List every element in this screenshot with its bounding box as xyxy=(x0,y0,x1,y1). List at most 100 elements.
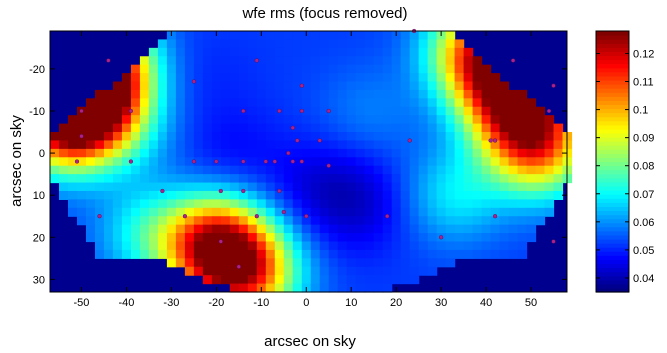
heatmap-cell xyxy=(76,140,87,150)
heatmap-cell xyxy=(301,165,312,175)
heatmap-cell xyxy=(418,182,429,192)
colorbar-tick-label: 0.09 xyxy=(633,133,654,145)
heatmap-cell xyxy=(166,98,177,108)
heatmap-cell xyxy=(328,39,339,49)
heatmap-cell xyxy=(175,207,186,217)
heatmap-cell xyxy=(463,241,474,251)
heatmap-cell xyxy=(346,258,357,268)
heatmap-cell xyxy=(472,123,483,133)
heatmap-cell xyxy=(472,81,483,91)
heatmap-cell xyxy=(139,73,150,83)
heatmap-cell xyxy=(139,148,150,158)
heatmap-cell xyxy=(256,47,267,57)
heatmap-cell xyxy=(445,199,456,209)
heatmap-cell xyxy=(400,233,411,243)
heatmap-cell xyxy=(535,207,546,217)
heatmap-cell xyxy=(319,140,330,150)
heatmap-cell xyxy=(202,157,213,167)
heatmap-cell xyxy=(184,115,195,125)
heatmap-cell xyxy=(382,148,393,158)
heatmap-cell xyxy=(184,81,195,91)
heatmap-cell xyxy=(274,182,285,192)
heatmap-cell xyxy=(508,165,519,175)
heatmap-cell xyxy=(427,132,438,142)
heatmap-cell xyxy=(391,123,402,133)
heatmap-cell xyxy=(436,199,447,209)
heatmap-cell xyxy=(229,241,240,251)
heatmap-cell xyxy=(148,249,159,259)
heatmap-cell xyxy=(274,56,285,66)
x-tick-label: -40 xyxy=(118,297,134,309)
heatmap-cell xyxy=(103,224,114,234)
heatmap-cell xyxy=(103,199,114,209)
heatmap-cell xyxy=(373,132,384,142)
heatmap-cell xyxy=(301,182,312,192)
heatmap-cell xyxy=(319,182,330,192)
heatmap-cell xyxy=(472,73,483,83)
heatmap-cell xyxy=(247,241,258,251)
heatmap-cell xyxy=(409,207,420,217)
heatmap-cell xyxy=(292,98,303,108)
heatmap-cell xyxy=(508,115,519,125)
heatmap-cell xyxy=(211,275,222,285)
heatmap-cell xyxy=(391,89,402,99)
heatmap-cell xyxy=(121,224,132,234)
heatmap-cell xyxy=(517,190,528,200)
heatmap-cell xyxy=(94,199,105,209)
sample-point xyxy=(551,239,556,244)
heatmap-cell xyxy=(373,266,384,276)
heatmap-cell xyxy=(310,165,321,175)
heatmap-cell xyxy=(301,233,312,243)
heatmap-cell xyxy=(274,190,285,200)
heatmap-cell xyxy=(355,266,366,276)
heatmap-cell xyxy=(535,182,546,192)
heatmap-cell xyxy=(175,73,186,83)
sample-point xyxy=(277,108,282,114)
heatmap-cell xyxy=(418,216,429,226)
heatmap-cell xyxy=(193,266,204,276)
heatmap-cell xyxy=(184,31,195,41)
heatmap-cell xyxy=(256,174,267,184)
heatmap-cell xyxy=(157,249,168,259)
heatmap-cell xyxy=(211,47,222,57)
heatmap-cell xyxy=(355,56,366,66)
heatmap-cell xyxy=(292,233,303,243)
heatmap-cell xyxy=(373,199,384,209)
heatmap-cell xyxy=(310,140,321,150)
heatmap-cell xyxy=(292,199,303,209)
heatmap-cell xyxy=(265,241,276,251)
heatmap-cell xyxy=(454,174,465,184)
heatmap-cell xyxy=(436,47,447,57)
heatmap-cell xyxy=(454,106,465,116)
heatmap-cell xyxy=(454,81,465,91)
heatmap-cell xyxy=(202,148,213,158)
x-tick-label: 30 xyxy=(435,297,447,309)
heatmap-cell xyxy=(166,157,177,167)
heatmap-cell xyxy=(247,123,258,133)
heatmap-cell xyxy=(508,174,519,184)
heatmap-cell xyxy=(400,56,411,66)
heatmap-cell xyxy=(472,140,483,150)
heatmap-cell xyxy=(427,73,438,83)
heatmap-cell xyxy=(427,64,438,74)
heatmap-cell xyxy=(85,140,96,150)
heatmap-cell xyxy=(256,39,267,49)
heatmap-cell xyxy=(364,39,375,49)
heatmap-cell xyxy=(139,199,150,209)
colorbar-segment xyxy=(596,279,629,285)
heatmap-cell xyxy=(391,199,402,209)
heatmap-cell xyxy=(445,241,456,251)
heatmap-cell xyxy=(139,249,150,259)
heatmap-cell xyxy=(193,207,204,217)
heatmap-cell xyxy=(139,98,150,108)
heatmap-cell xyxy=(157,157,168,167)
heatmap-cell xyxy=(364,56,375,66)
heatmap-cell xyxy=(400,98,411,108)
heatmap-cell xyxy=(427,249,438,259)
heatmap-cell xyxy=(184,39,195,49)
heatmap-cell xyxy=(310,216,321,226)
heatmap-cell xyxy=(50,165,60,175)
colorbar-segment xyxy=(596,287,629,293)
heatmap-cell xyxy=(274,39,285,49)
heatmap-cell xyxy=(346,39,357,49)
